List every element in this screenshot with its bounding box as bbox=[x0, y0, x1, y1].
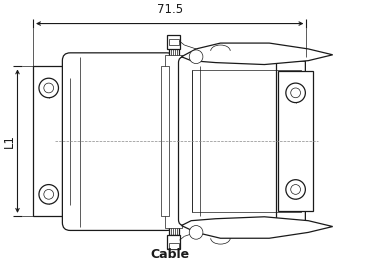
Text: L1: L1 bbox=[3, 134, 16, 148]
Circle shape bbox=[291, 184, 300, 194]
Bar bbox=[169, 39, 179, 45]
Polygon shape bbox=[182, 43, 333, 65]
Text: 71.5: 71.5 bbox=[157, 3, 183, 16]
Circle shape bbox=[189, 225, 203, 239]
Circle shape bbox=[189, 50, 203, 63]
FancyBboxPatch shape bbox=[62, 53, 174, 230]
Bar bbox=[192, 70, 302, 212]
Circle shape bbox=[286, 83, 305, 102]
Circle shape bbox=[286, 180, 305, 199]
Polygon shape bbox=[182, 217, 333, 238]
Text: Cable: Cable bbox=[150, 248, 189, 261]
Bar bbox=[278, 71, 313, 211]
Bar bbox=[167, 35, 180, 49]
Circle shape bbox=[44, 83, 54, 93]
Circle shape bbox=[39, 184, 59, 204]
Bar bbox=[161, 66, 169, 216]
Circle shape bbox=[39, 78, 59, 98]
Bar bbox=[167, 235, 180, 249]
Bar bbox=[33, 66, 64, 216]
Bar bbox=[169, 243, 179, 249]
Circle shape bbox=[44, 189, 54, 199]
FancyBboxPatch shape bbox=[179, 57, 305, 225]
Bar bbox=[165, 55, 182, 227]
Circle shape bbox=[291, 88, 300, 98]
Bar bbox=[169, 47, 179, 235]
